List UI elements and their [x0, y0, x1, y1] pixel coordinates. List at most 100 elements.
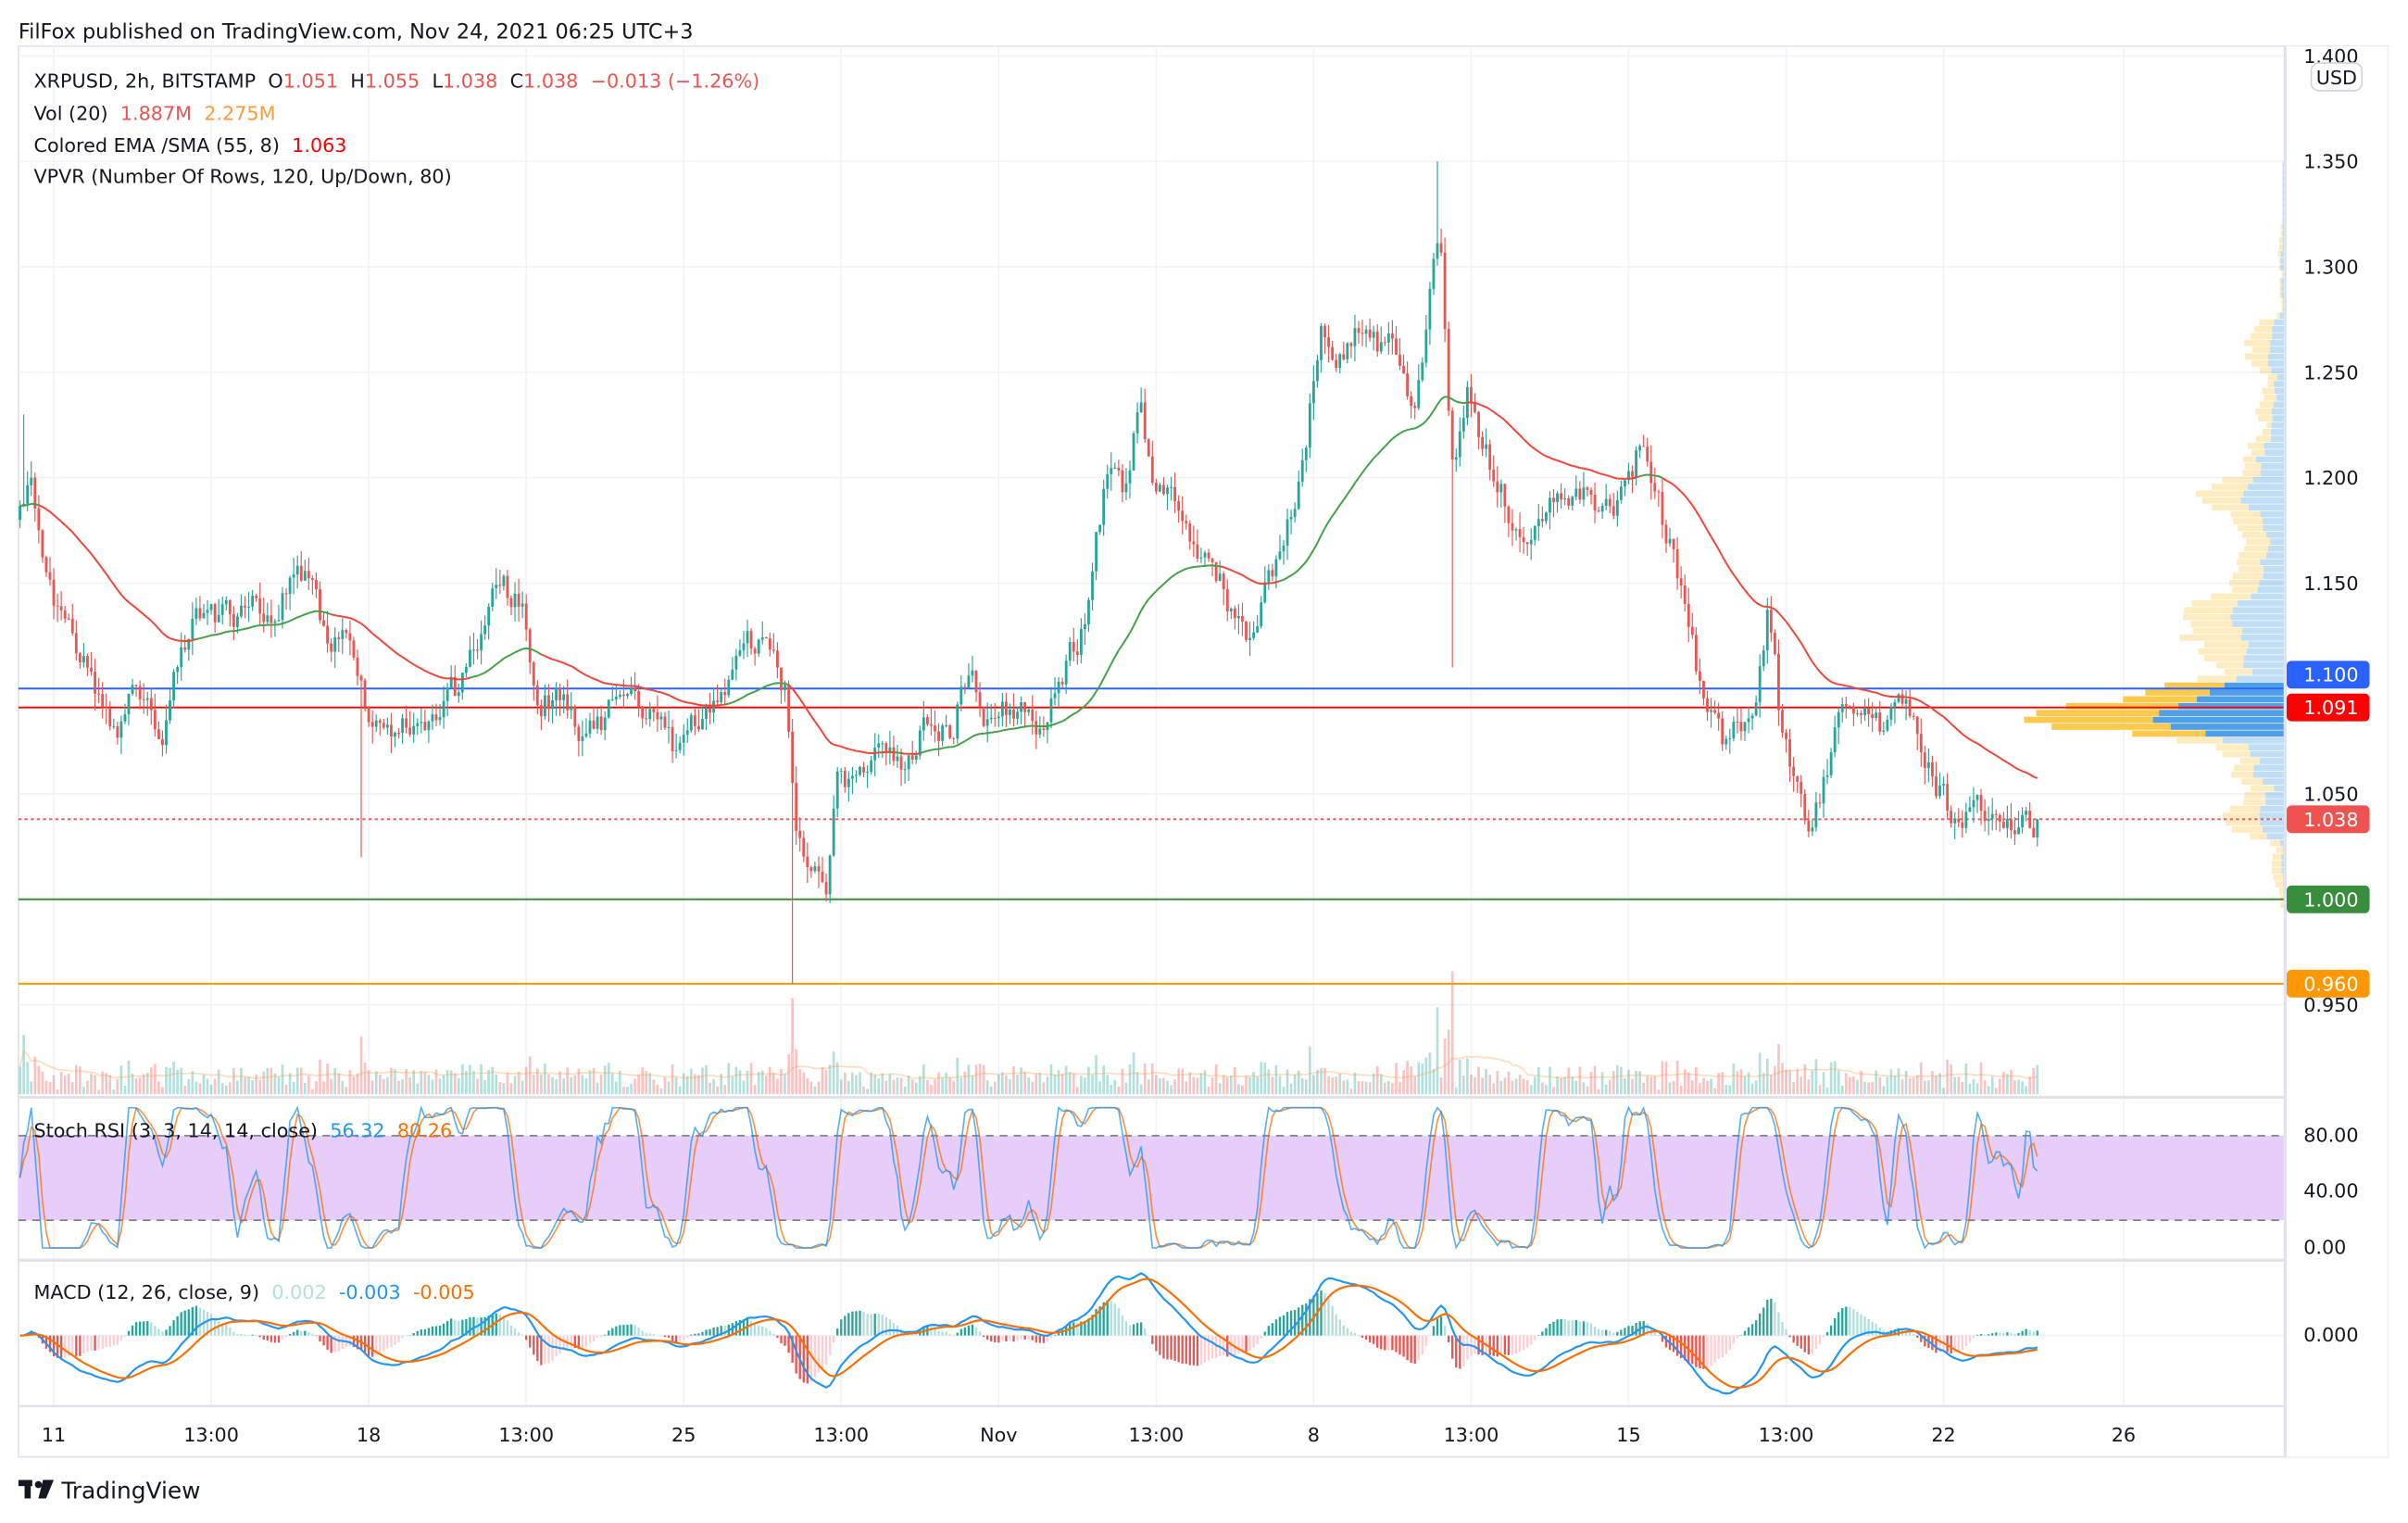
vpvr-up-row — [2241, 627, 2286, 635]
candle-body — [896, 756, 899, 762]
ema-segment — [1365, 462, 1371, 469]
time-axis[interactable]: 11 13:00 18 13:00 25 13:00 Nov 13:00 8 13:00 15 13:… — [42, 1424, 2136, 1446]
macd-histogram-bar — [304, 1330, 307, 1336]
macd-histogram-bar — [101, 1335, 104, 1349]
ema-segment — [327, 611, 332, 616]
ema-segment — [1024, 724, 1029, 728]
candle-body — [119, 721, 123, 738]
currency-button[interactable]: USD — [2310, 62, 2364, 92]
ema-legend[interactable]: Colored EMA /SMA (55, 8) 1.063 — [33, 134, 346, 157]
vpvr-down-row — [2036, 710, 2160, 717]
horizontal-lines[interactable] — [18, 687, 2286, 985]
vpvr-up-row — [2250, 750, 2286, 758]
macd-legend[interactable]: MACD (12, 26, close, 9) 0.002 -0.003 -0.005 — [33, 1281, 474, 1303]
candle-body — [663, 716, 667, 728]
volume-bar — [1915, 1075, 1919, 1095]
candle-body — [1961, 822, 1964, 828]
ema-segment — [1448, 396, 1453, 400]
volume-bar — [1800, 1076, 1803, 1095]
ema-segment — [451, 677, 456, 680]
ema-segment — [1241, 573, 1248, 579]
macd-histogram-bar — [1387, 1335, 1390, 1350]
volume-legend[interactable]: Vol (20) 1.887M 2.275M — [33, 102, 275, 124]
volume-bar — [535, 1068, 539, 1095]
ema-segment — [791, 687, 797, 695]
macd-histogram-bar — [978, 1331, 982, 1336]
ema-segment — [649, 688, 655, 692]
price-tick: 1.350 — [2303, 151, 2358, 173]
candle-body — [1162, 485, 1165, 495]
volume-bar — [757, 1072, 760, 1095]
volume-bar — [491, 1066, 495, 1095]
vpvr-up-row — [2243, 490, 2286, 497]
macd-histogram-bar — [1368, 1335, 1372, 1343]
ema-segment — [2033, 775, 2038, 780]
volume-bar — [273, 1073, 277, 1095]
macd-histogram-bar — [1488, 1335, 1491, 1355]
volume-bar — [1364, 1081, 1368, 1095]
candle-body — [385, 724, 389, 728]
volume-bar — [1657, 1089, 1661, 1095]
macd-histogram-bar — [1953, 1335, 1956, 1353]
volume-bar — [1990, 1076, 1994, 1095]
ema-segment — [571, 665, 576, 670]
symbol-legend[interactable]: XRPUSD, 2h, BITSTAMP O1.051 H1.055 L1.038 C1… — [33, 70, 759, 93]
macd-histogram-bar — [974, 1327, 978, 1336]
macd-histogram-bar — [1702, 1335, 1705, 1369]
ema-segment — [1605, 473, 1611, 478]
ema-segment — [1238, 573, 1243, 576]
volume-bar — [1068, 1072, 1072, 1095]
candle-body — [356, 657, 359, 676]
volume-bar — [914, 1082, 918, 1095]
volume-bar — [1353, 1072, 1357, 1095]
vpvr-legend[interactable]: VPVR (Number Of Rows, 120, Up/Down, 80) — [33, 165, 451, 187]
candle-body — [82, 656, 85, 663]
macd-histogram-bar — [1695, 1335, 1698, 1367]
candle-body — [555, 687, 558, 701]
volume-bar — [172, 1062, 175, 1095]
macd-histogram-bar — [1534, 1335, 1536, 1340]
vpvr-up-row — [2223, 736, 2286, 744]
ema-segment — [342, 615, 346, 619]
candle-body — [367, 707, 370, 723]
candle-body — [1653, 483, 1657, 492]
candle-body — [1627, 471, 1630, 481]
macd-histogram-bar — [1979, 1334, 1983, 1336]
ema-segment — [1342, 493, 1348, 501]
ema-segment — [1391, 434, 1398, 440]
volume-bar — [1170, 1085, 1173, 1095]
ema-segment — [23, 503, 28, 507]
macd-histogram-bar — [1417, 1335, 1420, 1360]
macd-histogram-bar — [1706, 1335, 1709, 1369]
candle-body — [206, 610, 209, 613]
macd-histogram-bar — [821, 1335, 824, 1368]
price-axis[interactable] — [2285, 45, 2389, 1457]
vpvr-down-row — [2242, 531, 2267, 538]
macd-histogram-bar — [645, 1333, 647, 1336]
candle-body — [1132, 433, 1135, 471]
macd-histogram-bar — [1185, 1335, 1187, 1365]
macd-histogram-bar — [1289, 1310, 1293, 1336]
volume-bar — [1248, 1076, 1251, 1095]
candle-body — [1635, 450, 1637, 477]
volume-bar — [97, 1089, 100, 1095]
candle-body — [835, 771, 839, 809]
candle-body — [1998, 814, 2001, 822]
ema-segment — [987, 731, 992, 735]
candle-body — [1311, 381, 1315, 404]
candle-body — [685, 730, 689, 736]
candle-body — [1624, 480, 1626, 487]
macd-histogram-bar — [1439, 1316, 1443, 1336]
volume-bar — [1192, 1076, 1196, 1095]
volume-bar — [1237, 1084, 1240, 1095]
vpvr-up-row — [2281, 278, 2286, 285]
volume-bar — [1383, 1082, 1386, 1095]
macd-histogram-bar — [1012, 1335, 1015, 1342]
vpvr-up-row — [2259, 579, 2286, 586]
macd-histogram-bar — [225, 1324, 228, 1336]
stoch-legend[interactable]: Stoch RSI (3, 3, 14, 14, close) 56.32 80.2… — [33, 1120, 452, 1142]
tradingview-logo[interactable]: TradingView — [18, 1477, 201, 1504]
macd-histogram-bar — [1736, 1335, 1739, 1339]
volume-bar — [2036, 1064, 2039, 1095]
candle-body — [1188, 523, 1192, 542]
